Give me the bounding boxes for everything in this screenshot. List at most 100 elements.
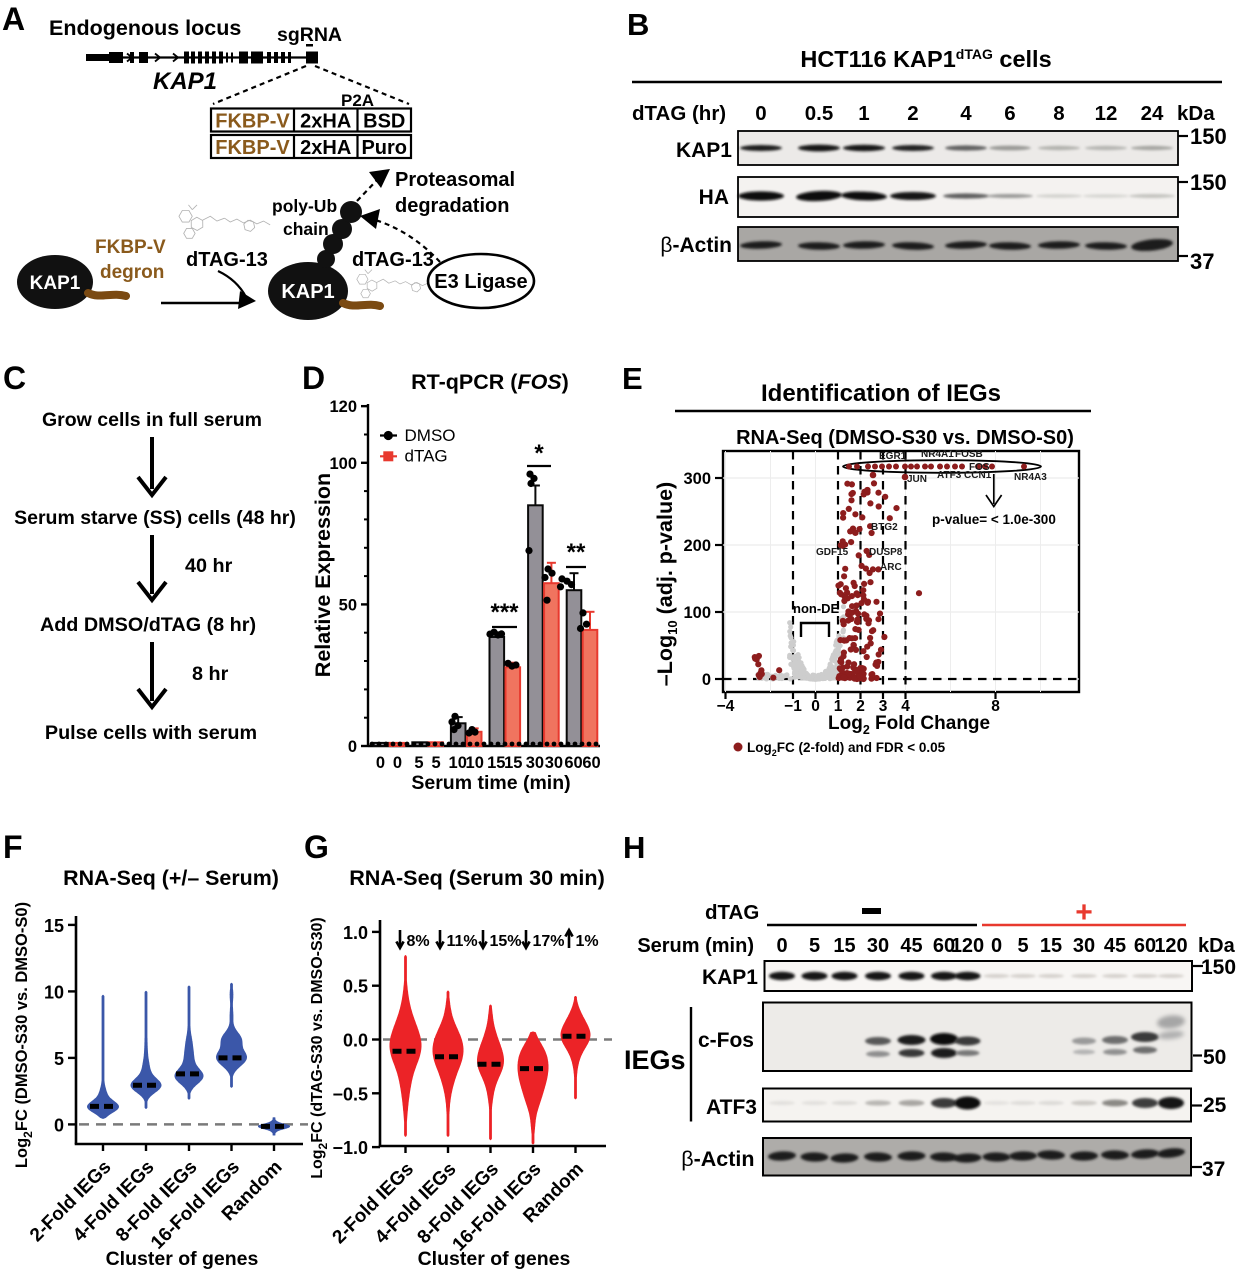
svg-text:2xHA: 2xHA — [300, 111, 351, 133]
svg-text:E3 Ligase: E3 Ligase — [434, 271, 527, 293]
svg-text:5: 5 — [54, 1049, 64, 1069]
svg-text:0: 0 — [991, 935, 1002, 957]
svg-text:0: 0 — [54, 1115, 64, 1135]
svg-text:p-value= < 1.0e-300: p-value= < 1.0e-300 — [932, 512, 1056, 527]
svg-text:Puro: Puro — [361, 137, 407, 159]
svg-text:KAP1: KAP1 — [676, 139, 732, 162]
svg-text:15: 15 — [833, 935, 855, 957]
svg-text:KAP1: KAP1 — [153, 68, 217, 95]
svg-text:NR4A1: NR4A1 — [921, 449, 954, 460]
svg-text:NR4A3: NR4A3 — [1014, 472, 1047, 483]
svg-text:HCT116 KAP1dTAG cells: HCT116 KAP1dTAG cells — [800, 46, 1051, 72]
svg-text:0: 0 — [376, 754, 385, 772]
svg-text:chain: chain — [283, 219, 329, 239]
svg-text:5: 5 — [1017, 935, 1028, 957]
svg-text:150: 150 — [1190, 170, 1227, 195]
svg-text:Serum time (min): Serum time (min) — [411, 772, 570, 794]
svg-text:4: 4 — [901, 698, 910, 715]
svg-text:17%: 17% — [533, 933, 565, 950]
svg-text:0.0: 0.0 — [343, 1031, 368, 1051]
svg-text:12: 12 — [1095, 102, 1118, 125]
svg-text:KAP1: KAP1 — [281, 281, 334, 303]
svg-text:45: 45 — [900, 935, 922, 957]
svg-text:5: 5 — [432, 754, 441, 772]
svg-text:c-Fos: c-Fos — [698, 1029, 754, 1052]
svg-text:JUN: JUN — [907, 474, 927, 485]
svg-text:0.5: 0.5 — [805, 102, 834, 125]
svg-text:Cluster of genes: Cluster of genes — [106, 1248, 259, 1270]
svg-text:kDa: kDa — [1177, 102, 1215, 125]
svg-text:50: 50 — [339, 596, 357, 614]
svg-text:−1.0: −1.0 — [332, 1138, 368, 1158]
svg-text:Log2FC (2-fold) and FDR < 0.05: Log2FC (2-fold) and FDR < 0.05 — [747, 740, 946, 758]
svg-text:30: 30 — [545, 754, 563, 772]
svg-text:10: 10 — [44, 982, 64, 1002]
svg-text:KAP1: KAP1 — [30, 273, 81, 294]
svg-text:60: 60 — [1134, 935, 1156, 957]
svg-text:E: E — [622, 361, 643, 396]
svg-text:HA: HA — [699, 186, 729, 209]
svg-text:EGR1: EGR1 — [879, 451, 907, 462]
svg-text:poly-Ub: poly-Ub — [272, 196, 337, 216]
svg-text:6: 6 — [1004, 102, 1015, 125]
svg-text:0: 0 — [755, 102, 766, 125]
svg-text:ARC: ARC — [880, 562, 902, 573]
svg-text:A: A — [2, 1, 25, 37]
svg-text:Relative Expression: Relative Expression — [311, 473, 335, 677]
svg-text:FKBP-V: FKBP-V — [215, 137, 290, 159]
svg-text:1: 1 — [858, 102, 869, 125]
svg-text:300: 300 — [683, 470, 711, 488]
svg-text:Log2FC (DMSO-S30 vs. DMSO-S0): Log2FC (DMSO-S30 vs. DMSO-S0) — [13, 902, 35, 1168]
svg-text:40 hr: 40 hr — [185, 555, 233, 577]
svg-text:15%: 15% — [490, 933, 522, 950]
svg-text:10: 10 — [449, 754, 467, 772]
svg-text:Proteasomal: Proteasomal — [395, 169, 515, 191]
svg-text:C: C — [3, 360, 26, 396]
svg-text:Serum starve (SS) cells (48 hr: Serum starve (SS) cells (48 hr) — [14, 507, 296, 529]
svg-text:Serum (min): Serum (min) — [637, 935, 754, 957]
svg-text:1%: 1% — [576, 933, 599, 950]
svg-text:Identification of IEGs: Identification of IEGs — [761, 380, 1001, 407]
svg-text:ATF3 CCN1: ATF3 CCN1 — [937, 470, 992, 481]
svg-text:5: 5 — [414, 754, 423, 772]
svg-text:F: F — [3, 829, 23, 865]
svg-text:kDa: kDa — [1198, 935, 1236, 957]
svg-text:8%: 8% — [407, 933, 430, 950]
svg-text:120: 120 — [329, 398, 357, 416]
svg-text:non-DE: non-DE — [793, 601, 840, 616]
svg-text:IEGs: IEGs — [624, 1045, 686, 1075]
svg-text:−4: −4 — [717, 698, 735, 715]
svg-text:DUSP8: DUSP8 — [869, 547, 903, 558]
svg-text:3: 3 — [879, 698, 888, 715]
svg-text:120: 120 — [1154, 935, 1187, 957]
svg-text:degron: degron — [100, 262, 164, 283]
svg-text:dTAG (hr): dTAG (hr) — [632, 102, 726, 125]
svg-text:*: * — [534, 440, 544, 467]
svg-text:200: 200 — [683, 537, 711, 555]
svg-text:DMSO: DMSO — [405, 426, 456, 445]
svg-text:8 hr: 8 hr — [192, 663, 229, 685]
svg-text:37: 37 — [1202, 1158, 1225, 1181]
svg-text:60: 60 — [582, 754, 600, 772]
svg-text:FKBP-V: FKBP-V — [215, 111, 290, 133]
svg-text:FKBP-V: FKBP-V — [95, 237, 166, 258]
svg-text:2: 2 — [856, 698, 865, 715]
svg-text:0: 0 — [811, 698, 820, 715]
svg-text:−0.5: −0.5 — [332, 1084, 368, 1104]
svg-text:1: 1 — [834, 698, 843, 715]
svg-text:BSD: BSD — [363, 111, 405, 133]
svg-text:β-Actin: β-Actin — [660, 234, 732, 257]
svg-text:BTG2: BTG2 — [871, 522, 898, 533]
svg-text:KAP1: KAP1 — [702, 966, 758, 989]
svg-text:GDF15: GDF15 — [816, 547, 849, 558]
svg-text:dTAG-13: dTAG-13 — [352, 249, 434, 271]
svg-text:H: H — [623, 830, 645, 865]
svg-text:0: 0 — [348, 738, 357, 756]
svg-text:FOS: FOS — [969, 462, 990, 473]
svg-text:−1: −1 — [784, 698, 802, 715]
svg-text:RNA-Seq (DMSO-S30 vs. DMSO-S0): RNA-Seq (DMSO-S30 vs. DMSO-S0) — [736, 427, 1074, 449]
svg-text:0: 0 — [776, 935, 787, 957]
svg-text:+: + — [1075, 896, 1093, 929]
svg-text:24: 24 — [1141, 102, 1164, 125]
svg-text:0: 0 — [702, 671, 711, 689]
